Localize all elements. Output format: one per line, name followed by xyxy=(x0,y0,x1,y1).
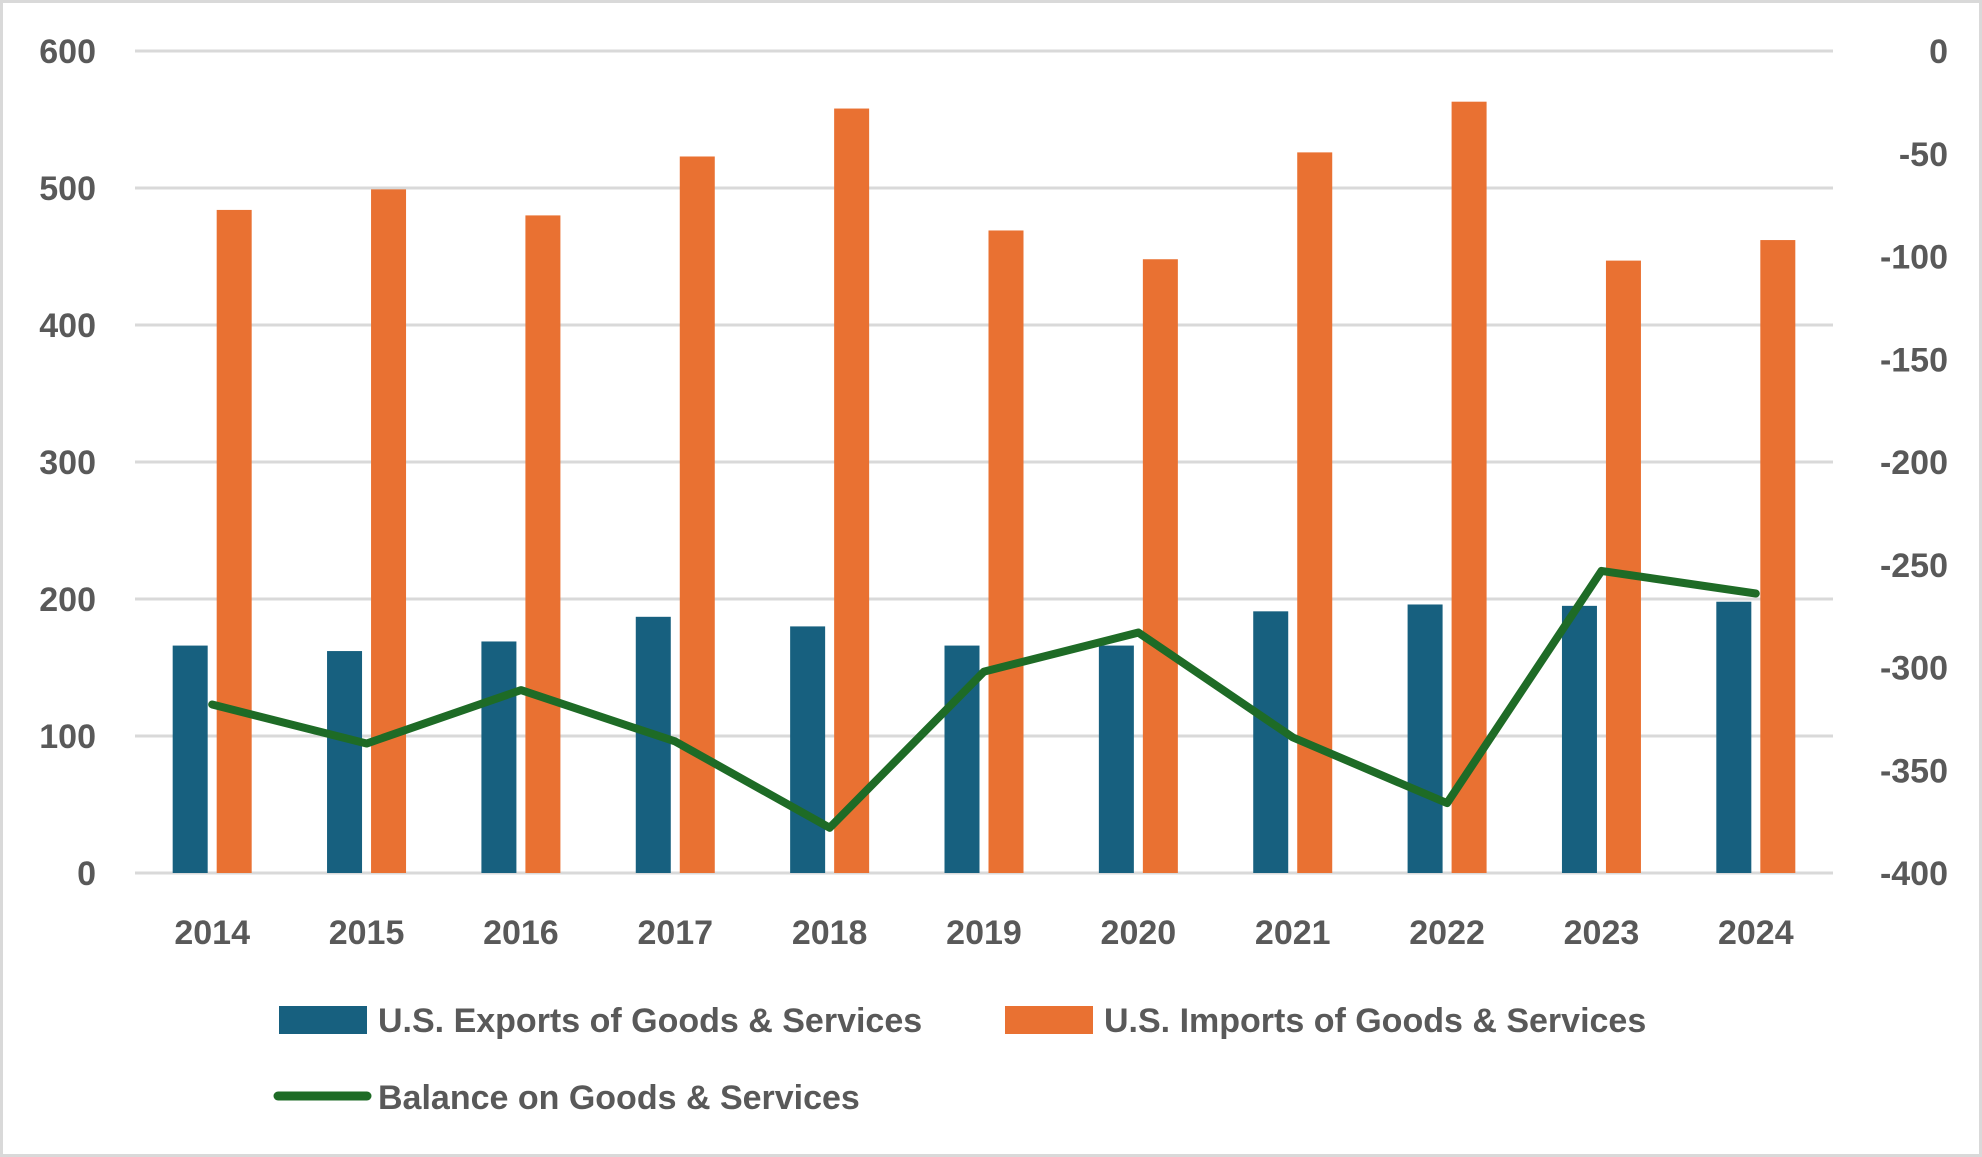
x-tick-label: 2014 xyxy=(174,914,250,952)
imports-bar-2017 xyxy=(679,156,715,874)
y-tick-label: 500 xyxy=(39,170,96,208)
y-tick-label: 600 xyxy=(39,33,96,71)
x-tick-label: 2016 xyxy=(483,914,559,952)
legend-label-balance: Balance on Goods & Services xyxy=(378,1079,860,1117)
balance-point-2021 xyxy=(1292,736,1294,738)
exports-bar-2016 xyxy=(481,641,517,873)
imports-bar-2024 xyxy=(1760,240,1796,873)
balance-point-2015 xyxy=(366,743,368,745)
right-axis-ticks: 0 -50 -100 -150 -200 -250 -300 -350 -400 xyxy=(1880,33,1948,893)
x-tick-label: 2019 xyxy=(946,914,1022,952)
y2-tick-label: -200 xyxy=(1880,444,1948,482)
bars xyxy=(172,101,1796,874)
balance-point-2017 xyxy=(674,740,676,742)
balance-line xyxy=(208,566,1760,832)
x-tick-label: 2015 xyxy=(329,914,405,952)
y-tick-label: 0 xyxy=(77,855,96,893)
imports-bar-2020 xyxy=(1142,259,1178,873)
imports-bar-2022 xyxy=(1451,101,1487,873)
balance-point-2020 xyxy=(1137,632,1139,634)
exports-bar-2021 xyxy=(1253,611,1289,873)
imports-bar-2021 xyxy=(1297,152,1333,873)
balance-point-2023 xyxy=(1600,570,1602,572)
exports-bar-2023 xyxy=(1561,605,1597,873)
exports-bar-2018 xyxy=(790,626,826,873)
x-tick-label: 2023 xyxy=(1564,914,1640,952)
x-tick-label: 2017 xyxy=(637,914,713,952)
balance-point-2024 xyxy=(1755,593,1757,595)
balance-point-2014 xyxy=(211,703,213,705)
x-tick-label: 2021 xyxy=(1255,914,1331,952)
legend-swatch-imports xyxy=(1005,1006,1093,1034)
y-tick-label: 300 xyxy=(39,444,96,482)
imports-bar-2014 xyxy=(216,209,252,874)
y2-tick-label: -400 xyxy=(1880,855,1948,893)
x-tick-label: 2024 xyxy=(1718,914,1794,952)
y-tick-label: 400 xyxy=(39,307,96,345)
balance-line-layer xyxy=(208,566,1760,832)
x-axis-ticks: 2014 2015 2016 2017 2018 2019 2020 2021 2022 2023… xyxy=(174,914,1793,952)
legend-label-exports: U.S. Exports of Goods & Services xyxy=(378,1002,922,1040)
imports-bar-2023 xyxy=(1605,260,1641,873)
balance-point-2019 xyxy=(983,671,985,673)
x-tick-label: 2020 xyxy=(1101,914,1177,952)
imports-bar-2015 xyxy=(371,189,407,873)
y-tick-label: 100 xyxy=(39,718,96,756)
balance-point-2018 xyxy=(829,827,831,829)
y2-tick-label: -150 xyxy=(1880,341,1948,379)
left-axis-ticks: 0 100 200 300 400 500 600 xyxy=(39,33,96,893)
exports-bar-2020 xyxy=(1098,645,1134,873)
x-tick-label: 2018 xyxy=(792,914,868,952)
exports-bar-2014 xyxy=(172,645,208,873)
imports-bar-2018 xyxy=(834,108,870,874)
gridlines xyxy=(135,49,1833,875)
balance-point-2022 xyxy=(1446,802,1448,804)
balance-point-2016 xyxy=(520,689,522,691)
exports-bar-2022 xyxy=(1407,604,1443,873)
y2-tick-label: -300 xyxy=(1880,650,1948,688)
y2-tick-label: 0 xyxy=(1929,33,1948,71)
y2-tick-label: -100 xyxy=(1880,239,1948,277)
imports-bar-2019 xyxy=(988,230,1024,874)
x-tick-label: 2022 xyxy=(1409,914,1485,952)
imports-bar-2016 xyxy=(525,215,561,873)
y-tick-label: 200 xyxy=(39,581,96,619)
y2-tick-label: -250 xyxy=(1880,547,1948,585)
legend: U.S. Exports of Goods & Services U.S. Im… xyxy=(273,1002,1646,1117)
exports-bar-2015 xyxy=(327,651,363,873)
y2-tick-label: -350 xyxy=(1880,752,1948,790)
y2-tick-label: -50 xyxy=(1899,136,1948,174)
legend-label-imports: U.S. Imports of Goods & Services xyxy=(1104,1002,1646,1040)
exports-bar-2017 xyxy=(635,616,671,873)
legend-swatch-exports xyxy=(279,1006,367,1034)
exports-bar-2024 xyxy=(1716,601,1752,873)
